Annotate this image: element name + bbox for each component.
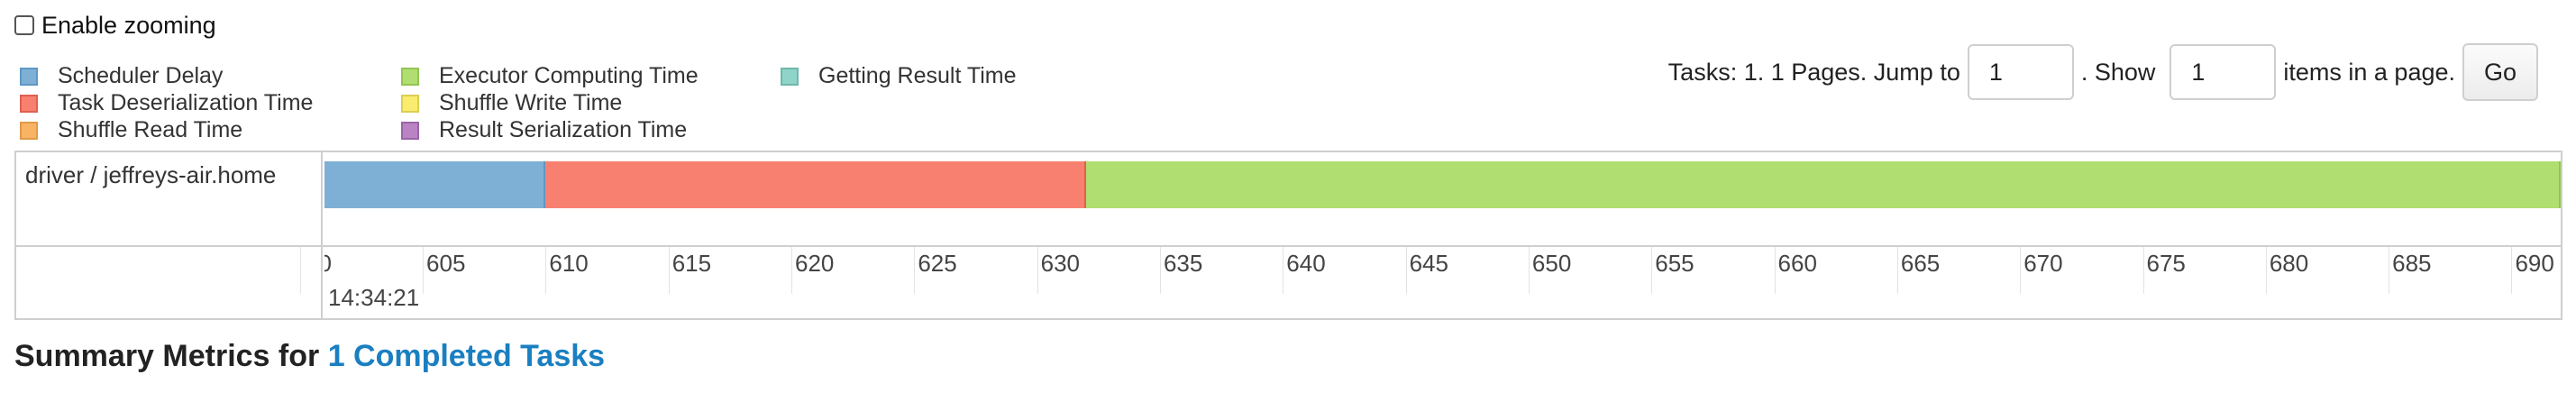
timeline-divider xyxy=(16,245,2561,247)
legend-swatch xyxy=(20,94,38,113)
axis-tick xyxy=(1896,247,1898,294)
axis-tick-label: 680 xyxy=(2269,250,2309,277)
go-button[interactable]: Go xyxy=(2462,43,2538,101)
axis-time-label: 14:34:21 xyxy=(328,284,420,311)
axis-tick xyxy=(1774,247,1776,294)
legend-item-task-deserialization: Task Deserialization Time xyxy=(20,90,313,116)
axis-tick-label: 615 xyxy=(671,250,712,277)
task-timeline[interactable]: driver / jeffreys-air.home 0 605 610 615 620… xyxy=(14,151,2562,320)
legend-swatch xyxy=(20,121,38,140)
legend-label: Executor Computing Time xyxy=(439,63,699,88)
zoom-checkbox[interactable] xyxy=(14,15,34,35)
axis-tick-label: 0 xyxy=(324,250,332,277)
legend-item-result-serialization: Result Serialization Time xyxy=(401,117,687,143)
legend-label: Result Serialization Time xyxy=(439,117,688,142)
completed-tasks-link[interactable]: 1 Completed Tasks xyxy=(327,339,606,373)
axis-tick xyxy=(1405,247,1407,294)
axis-tick-label: 625 xyxy=(918,250,957,277)
axis-tick xyxy=(2511,247,2513,294)
timeline-bar-task-deserialization-time[interactable] xyxy=(545,161,1087,208)
axis-tick xyxy=(1651,247,1653,294)
executor-label: driver / jeffreys-air.home xyxy=(25,161,277,188)
legend-label: Shuffle Write Time xyxy=(439,90,623,115)
axis-tick-label: 675 xyxy=(2146,250,2186,277)
legend-item-executor-computing: Executor Computing Time xyxy=(401,63,699,89)
legend-swatch xyxy=(20,67,38,86)
axis-tick-label: 685 xyxy=(2392,250,2432,277)
axis-tick xyxy=(299,247,301,294)
axis-tick xyxy=(2265,247,2267,294)
page-jump-input[interactable]: 1 xyxy=(1967,44,2074,100)
axis-label-cell xyxy=(16,247,323,320)
axis-tick xyxy=(914,247,916,294)
legend-item-shuffle-write: Shuffle Write Time xyxy=(401,90,622,116)
timeline-bar-scheduler-delay[interactable] xyxy=(324,161,546,208)
page-size-input[interactable]: 1 xyxy=(2170,44,2277,100)
axis-tick-label: 670 xyxy=(2023,250,2063,277)
task-pager: Tasks: 1. 1 Pages. Jump to 1 . Show 1 it… xyxy=(1668,43,2538,101)
axis-tick-label: 645 xyxy=(1409,250,1448,277)
axis-tick-label: 640 xyxy=(1286,250,1326,277)
summary-prefix: Summary Metrics for xyxy=(14,339,320,373)
axis-tick-label: 690 xyxy=(2515,250,2554,277)
axis-tick xyxy=(2142,247,2144,294)
axis-tick-label: 650 xyxy=(1531,250,1572,277)
axis-tick-label: 660 xyxy=(1777,250,1817,277)
pager-tasks-text: Tasks: 1. 1 Pages. Jump to xyxy=(1667,58,1960,86)
axis-tick xyxy=(1528,247,1530,294)
legend-swatch xyxy=(401,121,419,140)
pager-show-text: . Show xyxy=(2080,58,2156,86)
timeline-plot[interactable]: 0 605 610 615 620 625 630 635 640 645 650 655 660 665… xyxy=(299,152,2561,318)
summary-heading: Summary Metrics for 1 Completed Tasks xyxy=(14,339,605,374)
legend-swatch xyxy=(401,67,419,86)
legend-item-getting-result: Getting Result Time xyxy=(781,63,1017,89)
pager-items-text: items in a page. xyxy=(2283,58,2455,86)
axis-tick-label: 620 xyxy=(795,250,835,277)
axis-tick xyxy=(791,247,792,294)
axis-tick xyxy=(668,247,670,294)
legend-item-shuffle-read: Shuffle Read Time xyxy=(20,117,242,143)
axis-tick-label: 610 xyxy=(549,250,589,277)
legend-item-scheduler-delay: Scheduler Delay xyxy=(20,63,223,89)
axis-tick xyxy=(1159,247,1161,294)
axis-tick-label: 605 xyxy=(426,250,466,277)
axis-tick-label: 665 xyxy=(1900,250,1941,277)
axis-tick-label: 655 xyxy=(1655,250,1694,277)
axis-tick-label: 630 xyxy=(1040,250,1081,277)
executor-label-cell: driver / jeffreys-air.home xyxy=(16,152,323,247)
legend-label: Getting Result Time xyxy=(818,63,1017,88)
zoom-toggle[interactable]: Enable zooming xyxy=(14,7,216,43)
legend-swatch xyxy=(781,67,799,86)
legend-label: Shuffle Read Time xyxy=(58,117,243,142)
axis-tick xyxy=(2020,247,2022,294)
axis-tick xyxy=(545,247,547,294)
axis-tick xyxy=(423,247,425,294)
legend-swatch xyxy=(401,94,419,113)
axis-tick-label: 635 xyxy=(1163,250,1203,277)
timeline-bar-executor-computing-time[interactable] xyxy=(1086,161,2561,208)
legend-label: Scheduler Delay xyxy=(58,63,224,88)
zoom-label: Enable zooming xyxy=(41,11,216,39)
legend-label: Task Deserialization Time xyxy=(58,90,314,115)
axis-tick xyxy=(1037,247,1038,294)
